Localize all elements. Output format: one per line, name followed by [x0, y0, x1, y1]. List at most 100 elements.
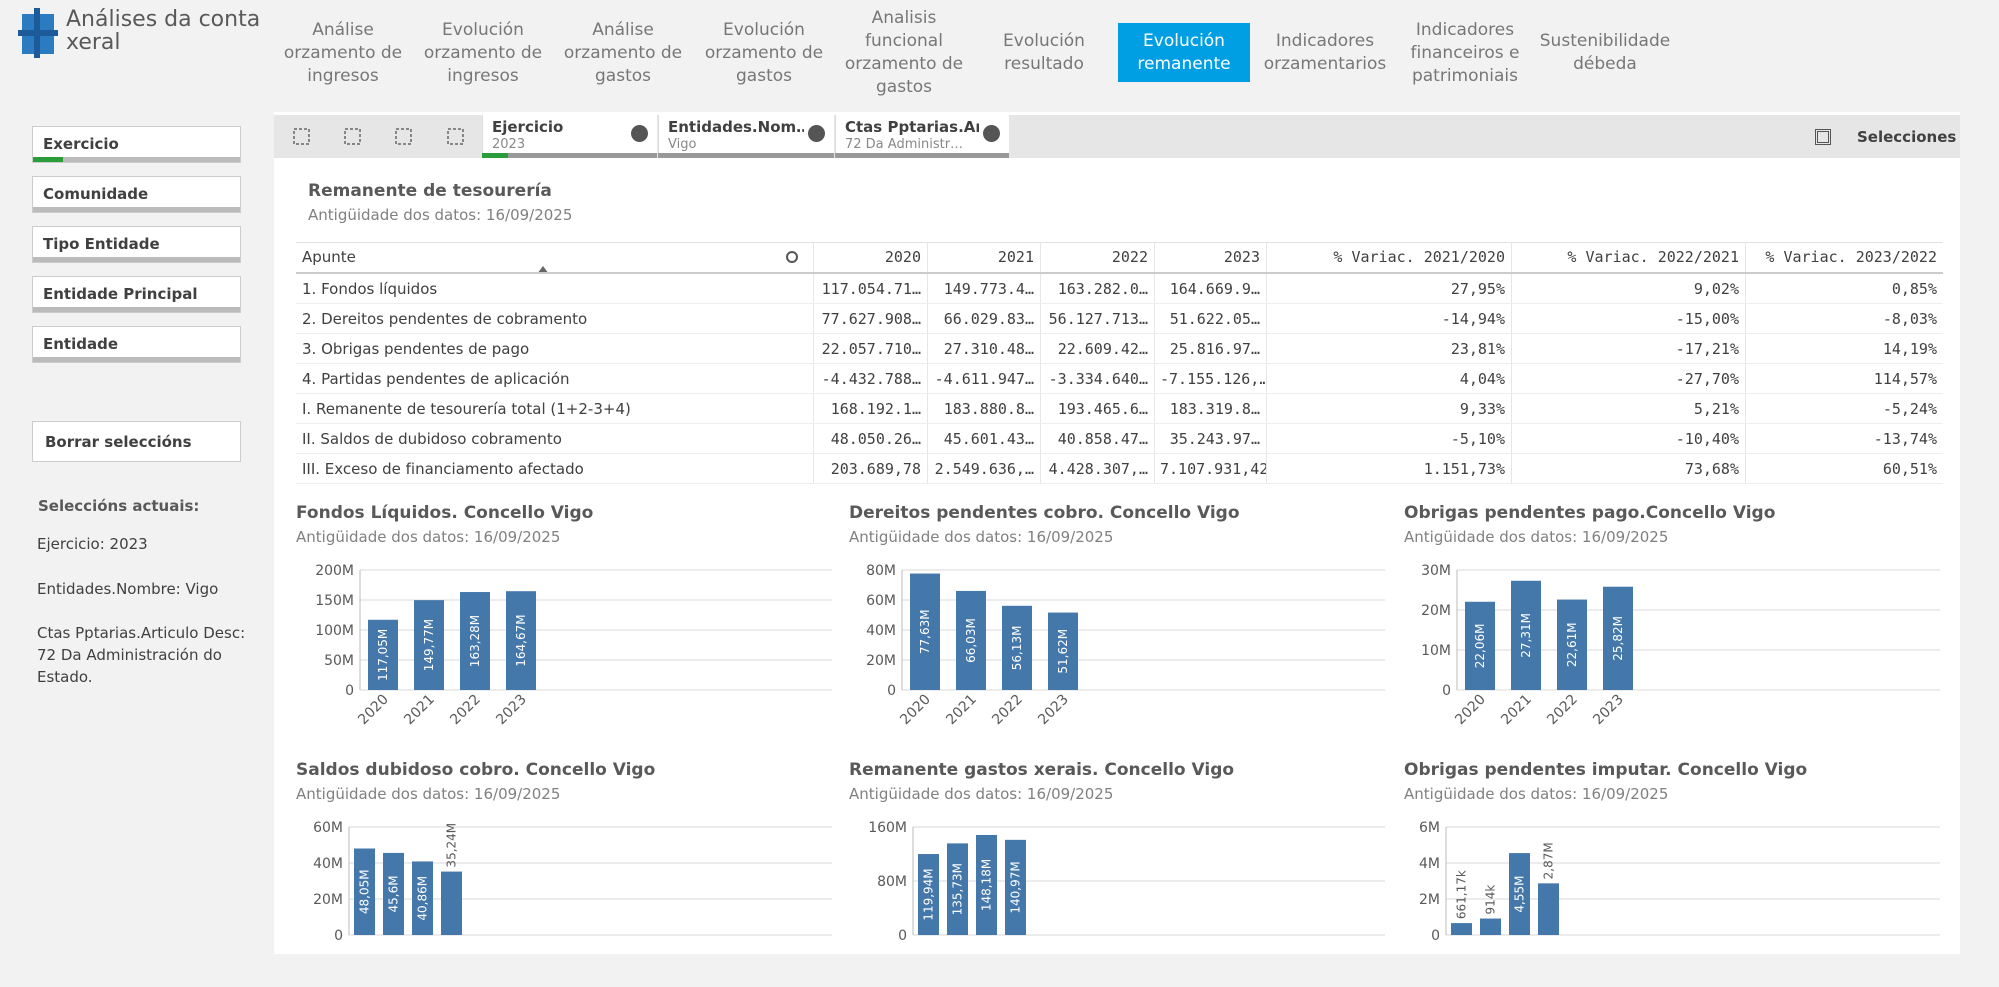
nav-tab[interactable]: Análise orzamento de gastos	[563, 19, 683, 86]
table-cell: 40.858.47…	[1057, 430, 1148, 448]
table-cell: III. Exceso de financiamento afectado	[302, 460, 584, 478]
bar	[947, 843, 968, 935]
nav-tab[interactable]: Evolución resultado	[1003, 31, 1085, 74]
table-cell: -17,21%	[1675, 340, 1739, 358]
nav-tab[interactable]: Analisis funcional orzamento de gastos	[844, 8, 964, 97]
toolbar-icon[interactable]	[343, 127, 363, 147]
toolbar-icon[interactable]	[446, 127, 466, 147]
selections-icon[interactable]	[1815, 129, 1831, 145]
nav-tab[interactable]: Análise orzamento de ingresos	[283, 19, 403, 86]
nav-tab[interactable]: Evolución orzamento de ingresos	[423, 19, 543, 86]
chart-title: Obrigas pendentes imputar. Concello Vigo	[1404, 760, 1808, 780]
table-cell: -3.334.640…	[1048, 370, 1148, 388]
value-label: 40,86M	[416, 876, 430, 921]
chip-close[interactable]	[808, 125, 825, 142]
chip-field: Entidades.Nom…	[668, 118, 804, 136]
chart-subtitle: Antigüidade dos datos: 16/09/2025	[296, 785, 561, 803]
y-tick-label: 160M	[868, 820, 907, 836]
value-label: 48,05M	[358, 869, 372, 914]
selection-item: Ctas Pptarias.Articulo Desc: 72 Da Admin…	[37, 624, 246, 686]
toolbar-icon[interactable]	[394, 127, 414, 147]
nav-tab[interactable]: Sustenibilidade débeda	[1539, 31, 1671, 74]
chip[interactable]	[482, 115, 657, 158]
y-tick-label: 150M	[315, 593, 354, 609]
filter-box[interactable]: Comunidade	[32, 176, 241, 213]
chip[interactable]	[658, 115, 834, 158]
x-tick-label: 2023	[493, 692, 530, 729]
bar	[976, 834, 997, 935]
value-label: 149,77M	[422, 619, 436, 671]
y-tick-label: 10M	[1421, 643, 1451, 659]
chip-bar-selected	[482, 153, 508, 158]
bar	[1451, 923, 1472, 935]
filter-box[interactable]: Tipo Entidade	[32, 226, 241, 263]
chart-title: Saldos dubidoso cobro. Concello Vigo	[296, 760, 656, 780]
bar	[910, 573, 940, 690]
search-icon[interactable]	[786, 251, 798, 263]
table-cell: 117.054.71…	[821, 280, 921, 298]
table-cell: 183.319.8…	[1169, 400, 1260, 418]
table-cell: 22.609.42…	[1057, 340, 1148, 358]
bar	[354, 848, 375, 935]
clear-button[interactable]: Borrar seleccións	[32, 421, 241, 462]
icon-frame	[447, 128, 464, 145]
table-header[interactable]: Apunte	[302, 248, 356, 266]
table-cell: 73,68%	[1684, 460, 1739, 478]
bar	[956, 590, 986, 690]
bar	[412, 861, 433, 935]
table-cell: -5,24%	[1882, 400, 1937, 418]
table-cell: -4.611.947…	[934, 370, 1034, 388]
table-cell: 27,95%	[1450, 280, 1505, 298]
table-cell: 164.669.9…	[1169, 280, 1260, 298]
x-tick-label: 2020	[355, 692, 392, 729]
table-header[interactable]: % Variac. 2022/2021	[1567, 248, 1739, 266]
toolbar-icon[interactable]	[292, 127, 312, 147]
value-label: 51,62M	[1056, 629, 1070, 674]
table-header[interactable]: % Variac. 2023/2022	[1765, 248, 1937, 266]
table-cell: -4.432.788…	[821, 370, 921, 388]
row-line	[296, 423, 1943, 424]
table-cell: 48.050.26…	[830, 430, 921, 448]
x-tick-label: 2022	[447, 692, 484, 729]
table-cell: 163.282.0…	[1057, 280, 1148, 298]
value-label: 35,24M	[445, 823, 459, 868]
table-cell: 66.029.83…	[943, 310, 1034, 328]
nav-tab[interactable]: Indicadores financeiros e patrimoniais	[1410, 19, 1520, 86]
value-label: 163,28M	[468, 615, 482, 667]
table-cell: 77.627.908…	[821, 310, 921, 328]
filter-box[interactable]: Entidade	[32, 326, 241, 363]
table-cell: 4.428.307,…	[1048, 460, 1148, 478]
filter-box[interactable]: Exercicio	[32, 126, 241, 163]
row-line	[296, 453, 1943, 454]
chip-close[interactable]	[631, 125, 648, 142]
table-header[interactable]: % Variac. 2021/2020	[1333, 248, 1505, 266]
x-tick-label: 2022	[1544, 692, 1581, 729]
nav-tab[interactable]: Indicadores orzamentarios	[1263, 31, 1387, 74]
x-tick-label: 2023	[1035, 692, 1072, 729]
chip-field: Ejercicio	[492, 118, 564, 136]
table-cell: II. Saldos de dubidoso cobramento	[302, 430, 562, 448]
bar	[1465, 601, 1495, 690]
filter-bar	[33, 157, 240, 162]
chip[interactable]	[835, 115, 1009, 158]
y-tick-label: 4M	[1419, 856, 1440, 872]
selections-button[interactable]: Selecciones	[1857, 128, 1957, 146]
table-cell: 1. Fondos líquidos	[302, 280, 438, 298]
table-cell: 9,02%	[1693, 280, 1739, 298]
table-header[interactable]: 2023	[1223, 248, 1260, 266]
sort-arrow	[537, 266, 549, 274]
nav-tab[interactable]: Evolución remanente	[1118, 23, 1250, 82]
y-tick-label: 0	[1442, 683, 1451, 699]
chip-close[interactable]	[983, 125, 1000, 142]
table-header[interactable]: 2022	[1111, 248, 1148, 266]
bar	[414, 600, 444, 690]
value-label: 164,67M	[514, 614, 528, 666]
table-header[interactable]: 2020	[884, 248, 921, 266]
table-cell: -15,00%	[1675, 310, 1739, 328]
table-header[interactable]: 2021	[997, 248, 1034, 266]
filter-box[interactable]: Entidade Principal	[32, 276, 241, 313]
value-label: 22,06M	[1473, 624, 1487, 669]
nav-tab[interactable]: Evolución orzamento de gastos	[704, 19, 824, 86]
table-cell: 23,81%	[1450, 340, 1505, 358]
